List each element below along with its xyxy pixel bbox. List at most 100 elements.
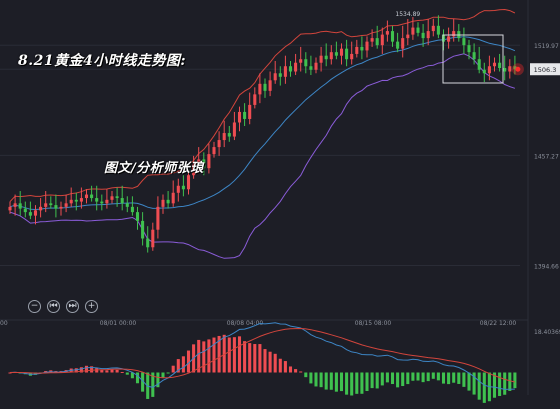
candle-body <box>166 199 170 204</box>
boll-lower-line <box>9 53 516 259</box>
zoom-out-icon[interactable]: − <box>28 300 41 313</box>
macd-histogram-bar <box>243 341 247 373</box>
macd-histogram-bar <box>141 372 145 392</box>
candle-body <box>212 147 216 155</box>
candle-body <box>401 38 405 49</box>
candle-body <box>54 205 58 209</box>
candle-body <box>130 206 134 213</box>
macd-histogram-bar <box>299 371 303 373</box>
candle-body <box>176 185 180 193</box>
macd-histogram-bar <box>375 372 379 389</box>
macd-histogram-bar <box>222 334 226 373</box>
candle-body <box>23 208 27 213</box>
candle-body <box>207 154 211 169</box>
macd-histogram-bar <box>482 372 486 403</box>
skip-back-icon[interactable]: ⏮ <box>47 300 60 313</box>
candle-body <box>171 192 175 204</box>
y-tick-label: 1394.66 <box>534 263 559 270</box>
macd-histogram-bar <box>268 351 272 373</box>
macd-histogram-bar <box>477 372 481 400</box>
x-tick-label: 08/15 08:00 <box>355 320 392 327</box>
macd-histogram-bar <box>436 372 440 381</box>
candle-body <box>156 206 160 230</box>
macd-dif-line <box>9 322 515 390</box>
zoom-controls: − ⏮ ⏭ + <box>28 300 98 313</box>
candle-body <box>64 203 68 207</box>
candle-body <box>487 66 491 74</box>
macd-histogram-bar <box>186 350 191 373</box>
macd-histogram-bar <box>339 372 344 392</box>
candle-body <box>49 203 53 206</box>
macd-histogram-bar <box>345 372 349 395</box>
macd-histogram-bar <box>166 372 170 374</box>
candle-body <box>237 111 242 123</box>
candle-body <box>278 73 282 77</box>
candle-body <box>135 212 140 221</box>
candle-body <box>125 203 129 207</box>
candle-body <box>110 196 114 200</box>
candle-body <box>13 203 17 207</box>
macd-histogram-bar <box>411 372 415 381</box>
macd-y-tick-label: 18.40369 <box>534 329 560 336</box>
candle-body <box>503 68 507 72</box>
macd-histogram-bar <box>508 372 512 391</box>
candle-body <box>299 59 303 63</box>
candle-body <box>345 48 349 60</box>
macd-histogram-bar <box>390 372 395 385</box>
macd-histogram-bar <box>288 366 293 373</box>
candle-body <box>375 38 379 46</box>
macd-histogram-bar <box>90 366 94 373</box>
candle-body <box>248 104 252 119</box>
candle-body <box>390 31 395 42</box>
macd-histogram-bar <box>248 343 252 373</box>
candle-body <box>74 199 78 202</box>
candle-body <box>161 199 165 207</box>
macd-histogram-bar <box>513 372 517 389</box>
macd-histogram-bar <box>232 337 236 373</box>
boll-middle-line <box>9 36 516 211</box>
candle-body <box>39 206 43 211</box>
macd-histogram-bar <box>492 372 497 398</box>
macd-histogram-bar <box>227 337 231 373</box>
x-tick-label: 08/22 12:00 <box>480 320 517 327</box>
macd-histogram-bar <box>171 365 175 373</box>
candle-body <box>288 66 293 72</box>
macd-histogram-bar <box>197 339 201 373</box>
macd-histogram-bar <box>176 359 180 373</box>
macd-dea-line <box>10 327 516 383</box>
macd-histogram-bar <box>319 372 323 388</box>
macd-histogram-bar <box>44 371 48 373</box>
candle-body <box>452 31 456 37</box>
skip-forward-icon[interactable]: ⏭ <box>66 300 79 313</box>
candle-body <box>467 45 471 53</box>
candle-body <box>477 59 481 70</box>
macd-histogram-bar <box>304 372 308 378</box>
candle-body <box>227 133 231 137</box>
candle-body <box>431 25 435 32</box>
macd-histogram-bar <box>401 372 405 387</box>
macd-histogram-bar <box>258 344 262 373</box>
candle-body <box>319 55 323 63</box>
y-tick-label: 1457.27 <box>534 153 559 160</box>
candle-body <box>334 52 338 56</box>
candle-body <box>217 140 221 148</box>
macd-histogram-bar <box>385 372 389 383</box>
macd-histogram-bar <box>498 372 502 397</box>
macd-histogram-bar <box>217 335 221 373</box>
chart-overlay-credit: 图文/分析师张琅 <box>104 161 204 176</box>
macd-histogram-bar <box>441 372 446 384</box>
candle-body <box>197 159 201 165</box>
candle-body <box>181 185 185 190</box>
candle-body <box>253 94 257 105</box>
macd-histogram-bar <box>421 372 425 383</box>
macd-histogram-bar <box>294 369 298 373</box>
candle-body <box>268 80 272 91</box>
macd-histogram-bar <box>100 370 104 373</box>
zoom-in-icon[interactable]: + <box>85 300 98 313</box>
macd-histogram-bar <box>79 367 83 373</box>
candle-body <box>105 199 109 204</box>
macd-histogram-bar <box>156 372 160 388</box>
macd-histogram-bar <box>365 372 369 392</box>
